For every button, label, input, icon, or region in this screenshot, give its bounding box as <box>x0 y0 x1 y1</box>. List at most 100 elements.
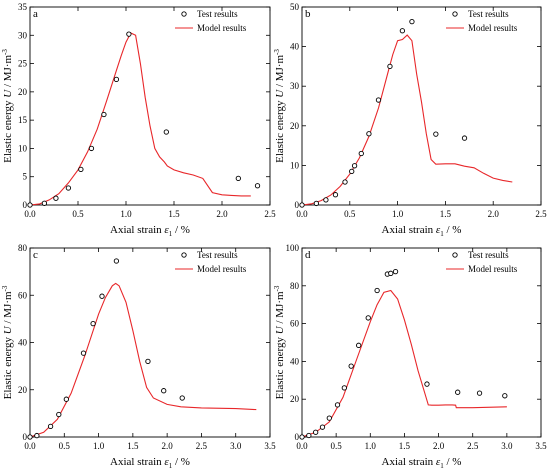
y-tick-label: 60 <box>18 290 28 300</box>
test-result-point <box>365 315 371 321</box>
plot-frame <box>301 247 542 438</box>
legend-test-label: Test results <box>468 9 509 19</box>
test-result-point <box>424 381 430 387</box>
x-tick-label: 2.0 <box>216 209 228 219</box>
test-result-point <box>502 393 508 399</box>
y-tick-label: 10 <box>290 160 300 170</box>
legend-model-label: Model results <box>197 23 247 33</box>
y-tick-label: 100 <box>286 243 300 253</box>
y-axis-title: Elastic energy U / MJ·m-3 <box>273 285 286 399</box>
chart-panel-d: 0.0 0.5 1.0 1.5 2.0 2.5 3.0 3.5 0 20 40 60 80 100 d Axi… <box>273 243 547 470</box>
test-result-point <box>409 19 415 25</box>
test-result-point <box>341 385 347 391</box>
x-tick-label: 1.0 <box>392 209 404 219</box>
legend-test-marker <box>181 11 187 17</box>
y-axis-title: Elastic energy U / MJ·m-3 <box>1 49 14 163</box>
legend-test-label: Test results <box>197 250 238 260</box>
y-tick-label: 40 <box>290 356 300 366</box>
test-result-point <box>313 429 319 435</box>
test-result-point <box>34 432 40 439</box>
chart-panel-c: 0.0 0.5 1.0 1.5 2.0 2.5 3.0 3.5 0 20 40 60 80 c Axial … <box>1 243 276 470</box>
test-result-point <box>334 402 341 408</box>
y-tick-label: 0 <box>295 200 300 210</box>
y-tick-label: 20 <box>18 385 28 395</box>
x-tick-label: 1.5 <box>440 209 452 219</box>
y-tick-label: 80 <box>290 281 300 291</box>
legend-test-marker <box>452 252 458 258</box>
x-tick-label: 0.0 <box>296 209 308 219</box>
y-tick-label: 20 <box>290 394 300 404</box>
x-tick-label: 0.5 <box>331 441 343 451</box>
test-result-point <box>254 183 261 189</box>
test-result-point <box>179 395 185 401</box>
y-tick-label: 5 <box>23 172 28 182</box>
legend-model-label: Model results <box>468 23 518 33</box>
y-tick-label: 40 <box>290 42 300 52</box>
y-tick-label: 20 <box>290 121 300 131</box>
x-tick-label: 3.0 <box>501 441 513 451</box>
test-result-point <box>387 63 393 70</box>
legend-test-marker <box>452 11 458 17</box>
panel-label: c <box>33 249 38 261</box>
test-result-point <box>161 388 167 394</box>
y-tick-label: 35 <box>18 2 28 12</box>
test-result-point <box>126 31 132 37</box>
test-result-point <box>78 166 84 173</box>
y-tick-label: 40 <box>18 338 28 348</box>
test-result-point <box>101 111 107 118</box>
test-result-point <box>65 185 72 191</box>
test-result-point <box>53 195 59 201</box>
x-tick-label: 1.0 <box>93 441 105 451</box>
y-tick-label: 80 <box>18 243 28 253</box>
test-result-point <box>145 358 151 365</box>
model-results-line <box>301 34 513 206</box>
test-result-point <box>388 270 394 276</box>
panel-label: d <box>305 249 311 261</box>
panel-label: b <box>305 8 311 20</box>
test-result-point <box>41 200 48 206</box>
test-result-point <box>392 268 399 275</box>
test-result-point <box>399 28 406 34</box>
y-tick-label: 0 <box>295 432 300 442</box>
model-results-line <box>29 32 251 206</box>
test-result-point <box>476 390 483 396</box>
x-axis-title: Axial strain ε1 / % <box>110 456 190 470</box>
test-result-point <box>348 363 354 369</box>
x-tick-label: 1.5 <box>127 441 139 451</box>
x-tick-label: 0.0 <box>296 441 308 451</box>
test-result-point <box>47 423 54 430</box>
legend-model-label: Model results <box>468 264 518 274</box>
y-tick-label: 10 <box>18 143 28 153</box>
x-tick-label: 1.0 <box>120 209 132 219</box>
model-results-line <box>29 282 257 438</box>
test-result-point <box>332 192 339 198</box>
test-result-point <box>326 415 332 421</box>
y-axis-title: Elastic energy U / MJ·m-3 <box>273 49 286 163</box>
x-tick-label: 0.5 <box>59 441 71 451</box>
test-result-point <box>163 129 169 135</box>
plot-frame <box>301 6 542 206</box>
y-tick-label: 15 <box>18 115 28 125</box>
test-result-point <box>342 179 348 185</box>
test-result-point <box>63 396 69 402</box>
test-result-point <box>27 202 33 208</box>
legend-test-label: Test results <box>197 9 238 19</box>
x-tick-label: 1.0 <box>365 441 377 451</box>
test-result-point <box>374 287 380 294</box>
test-result-point <box>375 97 382 103</box>
test-result-point <box>113 76 120 83</box>
y-tick-label: 60 <box>290 319 300 329</box>
test-result-point <box>433 131 439 137</box>
x-tick-label: 2.0 <box>433 441 445 451</box>
test-result-point <box>306 432 312 439</box>
y-tick-label: 30 <box>290 81 300 91</box>
test-result-point <box>366 131 372 137</box>
x-tick-label: 1.5 <box>168 209 180 219</box>
y-axis-title: Elastic energy U / MJ·m-3 <box>1 285 14 399</box>
test-result-point <box>358 150 364 157</box>
test-result-point <box>323 197 329 203</box>
chart-panel-b: 0.0 0.5 1.0 1.5 2.0 2.5 0 10 20 30 40 50 b Axial stra… <box>273 2 547 238</box>
x-tick-label: 2.5 <box>467 441 479 451</box>
test-result-point <box>235 175 241 182</box>
